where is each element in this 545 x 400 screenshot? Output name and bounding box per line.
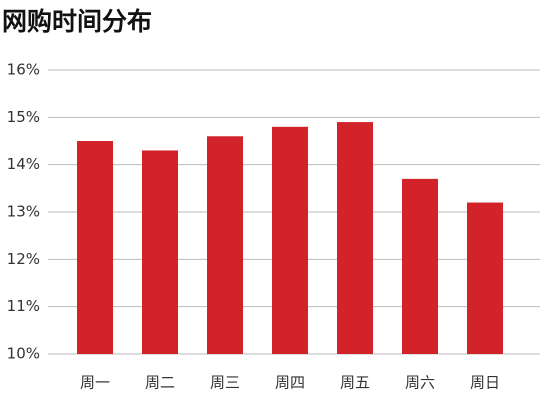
y-tick-label: 16% — [7, 61, 40, 79]
y-tick-label: 14% — [7, 155, 40, 173]
x-tick-label: 周二 — [145, 374, 175, 392]
bar — [77, 141, 113, 354]
y-tick-label: 15% — [7, 108, 40, 126]
chart-title: 网购时间分布 — [2, 7, 152, 36]
bar — [272, 126, 308, 354]
bar — [467, 202, 503, 354]
x-tick-label: 周日 — [470, 374, 500, 392]
y-tick-label: 13% — [7, 203, 40, 221]
bar — [142, 150, 178, 354]
x-tick-label: 周五 — [340, 374, 370, 392]
y-tick-label: 10% — [7, 345, 40, 363]
bar — [207, 136, 243, 354]
bar — [402, 178, 438, 354]
x-tick-label: 周三 — [210, 374, 240, 392]
x-tick-label: 周六 — [405, 374, 435, 392]
bar — [337, 122, 373, 354]
y-tick-label: 12% — [7, 250, 40, 268]
x-tick-label: 周一 — [80, 374, 110, 392]
x-tick-label: 周四 — [275, 374, 305, 392]
y-tick-label: 11% — [7, 297, 40, 315]
